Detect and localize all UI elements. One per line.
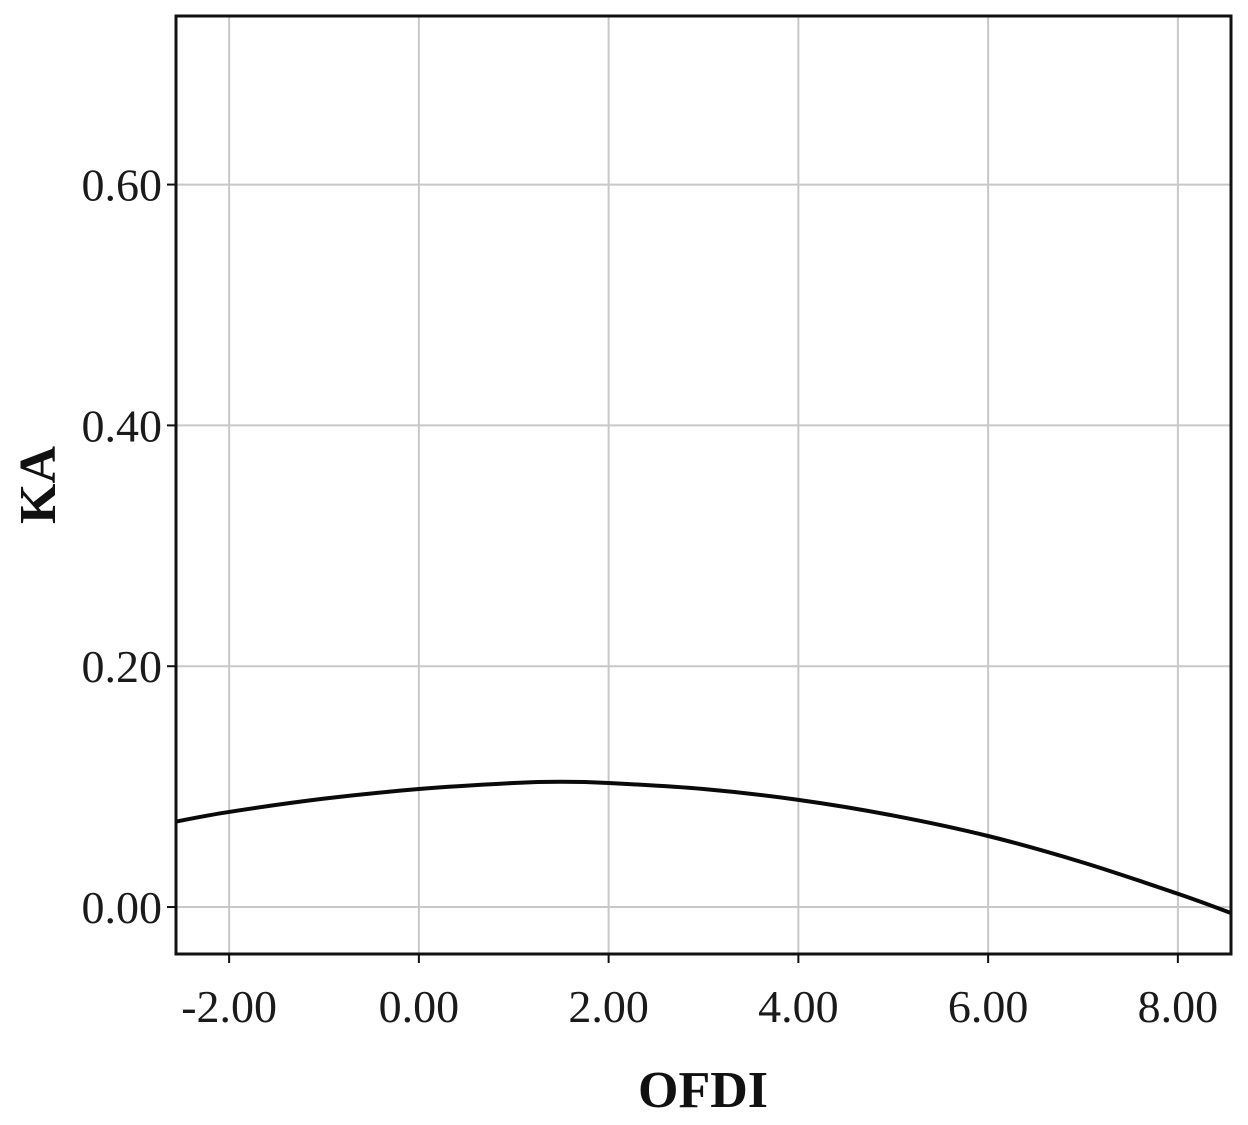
y-tick-label: 0.40 <box>82 400 163 451</box>
x-tick-label: 8.00 <box>1138 981 1219 1032</box>
y-tick-label: 0.20 <box>82 641 163 692</box>
x-axis-title: OFDI <box>638 1062 768 1119</box>
tick-marks <box>167 183 1179 963</box>
y-tick-label: 0.00 <box>82 882 163 933</box>
x-tick-labels: -2.00 0.00 2.00 4.00 6.00 8.00 <box>181 981 1218 1032</box>
x-tick-label: 0.00 <box>379 981 460 1032</box>
x-tick-label: 6.00 <box>948 981 1029 1032</box>
plot-frame <box>174 14 1233 956</box>
data-layer <box>175 779 1232 915</box>
y-tick-labels: 0.00 0.20 0.40 0.60 <box>82 160 163 933</box>
x-tick-label: 4.00 <box>758 981 839 1032</box>
grid <box>176 16 1231 954</box>
y-axis-title: KA <box>10 446 67 524</box>
y-tick-label: 0.60 <box>82 160 163 211</box>
x-tick-label: 2.00 <box>568 981 649 1032</box>
x-tick-label: -2.00 <box>181 981 277 1032</box>
fit-curve <box>175 779 1232 915</box>
